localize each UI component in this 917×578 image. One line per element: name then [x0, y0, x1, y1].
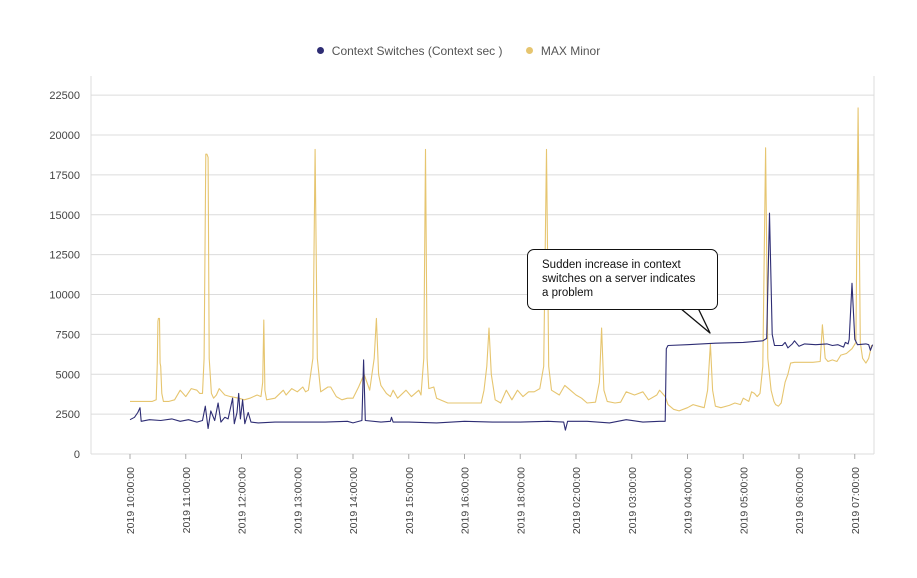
y-tick-label-7500: 7500	[56, 329, 80, 341]
x-tick-label-5: 2019 15:00:00	[404, 467, 416, 534]
y-tick-label-12500: 12500	[49, 250, 80, 262]
y-tick-label-17500: 17500	[49, 170, 80, 182]
y-tick-label-5000: 5000	[56, 369, 80, 381]
y-tick-label-20000: 20000	[49, 130, 80, 142]
legend-marker-context-switches	[316, 47, 324, 55]
legend-label-context-switches: Context Switches (Context sec )	[331, 44, 503, 58]
x-tick-label-3: 2019 13:00:00	[292, 467, 304, 534]
x-tick-label-10: 2019 04:00:00	[683, 467, 695, 534]
legend-item-max-minor[interactable]: MAX Minor	[525, 44, 601, 58]
series-line-context-switches	[129, 212, 874, 431]
annotation-line-3: a problem	[542, 287, 594, 299]
y-tick-label-15000: 15000	[49, 210, 80, 222]
annotation-pointer	[679, 307, 711, 334]
x-tick-label-7: 2019 18:00:00	[515, 467, 527, 534]
legend-marker-max-minor	[525, 47, 533, 55]
legend-item-context-switches[interactable]: Context Switches (Context sec )	[316, 44, 503, 58]
x-tick-label-13: 2019 07:00:00	[850, 467, 862, 534]
annotation-line-1: Sudden increase in context	[542, 259, 681, 271]
y-tick-label-22500: 22500	[49, 90, 80, 102]
x-tick-label-2: 2019 12:00:00	[237, 467, 249, 534]
x-tick-label-9: 2019 03:00:00	[627, 467, 639, 534]
x-tick-label-1: 2019 11:00:00	[181, 467, 193, 534]
legend-label-max-minor: MAX Minor	[540, 44, 601, 58]
y-tick-label-10000: 10000	[49, 290, 80, 302]
x-tick-label-4: 2019 14:00:00	[348, 467, 360, 534]
series-line-max-minor	[130, 107, 873, 412]
y-tick-label-2500: 2500	[56, 409, 80, 421]
annotation-line-2: switches on a server indicates	[542, 273, 696, 285]
x-tick-label-6: 2019 16:00:00	[460, 467, 472, 534]
x-tick-label-8: 2019 02:00:00	[571, 467, 583, 534]
x-tick-label-0: 2019 10:00:00	[125, 467, 137, 534]
annotation-callout: Sudden increase in context switches on a…	[527, 249, 718, 310]
x-tick-label-12: 2019 06:00:00	[794, 467, 806, 534]
legend: Context Switches (Context sec ) MAX Mino…	[0, 44, 917, 58]
x-tick-label-11: 2019 05:00:00	[738, 467, 750, 534]
y-tick-label-0: 0	[74, 449, 80, 461]
